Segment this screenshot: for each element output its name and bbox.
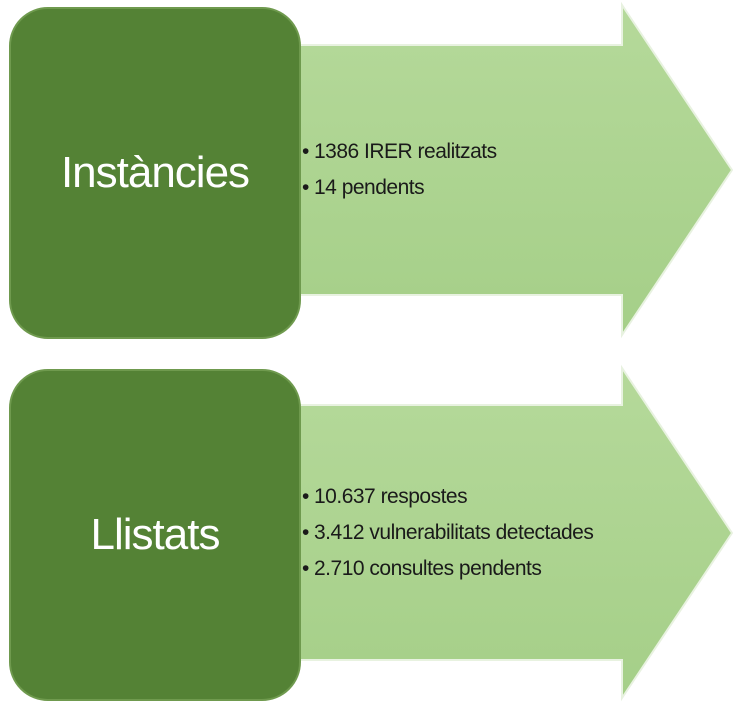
label-box — [9, 369, 301, 701]
bullet: 2.710 consultes pendents — [302, 555, 602, 583]
label-box — [9, 7, 301, 339]
arrow — [299, 1, 733, 339]
bullet: 3.412 vulnerabilitats detectades — [302, 519, 602, 547]
bullet: 10.637 respostes — [302, 483, 602, 511]
bullet: 1386 IRER realitzats — [302, 138, 622, 166]
bullet-list: 1386 IRER realitzats 14 pendents — [302, 45, 622, 295]
bullet: 14 pendents — [302, 174, 622, 202]
label: Llistats — [90, 510, 221, 559]
bullet-list: 10.637 respostes 3.412 vulnerabilitats d… — [302, 405, 602, 660]
label: Instàncies — [60, 148, 250, 197]
